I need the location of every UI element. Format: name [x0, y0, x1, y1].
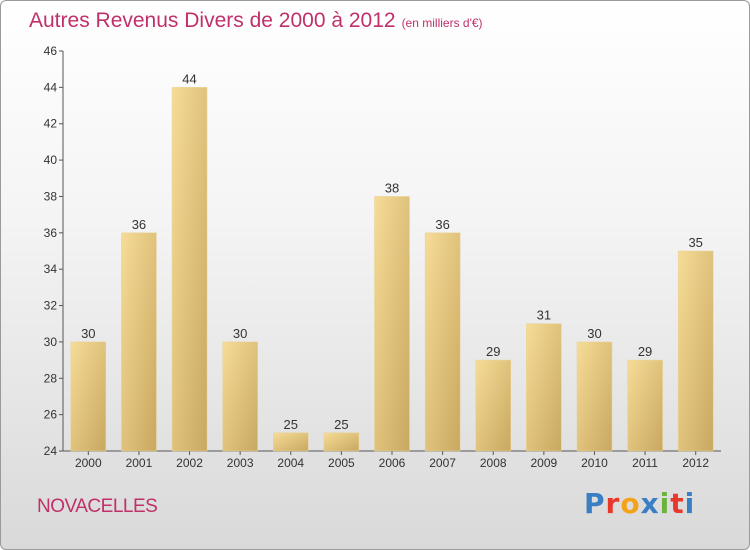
y-tick-label: 42	[44, 117, 58, 131]
bar-2006	[374, 196, 410, 452]
data-label-2011: 29	[638, 344, 652, 359]
y-tick-label: 24	[44, 444, 58, 458]
bar-2005	[323, 432, 360, 452]
x-tick-label-2009: 2009	[530, 456, 557, 470]
y-tick-label: 30	[44, 335, 58, 349]
data-label-2008: 29	[486, 344, 500, 359]
x-tick-label-2012: 2012	[682, 456, 709, 470]
data-label-2010: 30	[587, 326, 601, 341]
bar-2000	[70, 341, 107, 452]
place-name: NOVACELLES	[37, 496, 158, 517]
chart-title: Autres Revenus Divers de 2000 à 2012 (en …	[29, 9, 483, 33]
bar-2008	[475, 359, 511, 452]
y-tick-label: 44	[44, 80, 58, 94]
x-tick-label-2004: 2004	[277, 456, 304, 470]
bar-series: 30 36 44 30 25 25 38 36 29 31 30 29 35	[70, 71, 714, 452]
data-label-2003: 30	[233, 326, 247, 341]
x-tick-label-2001: 2001	[126, 456, 153, 470]
y-tick-label: 36	[44, 226, 58, 240]
bar-2012	[677, 250, 714, 452]
logo-letter: i	[684, 487, 696, 520]
logo-letter: P	[584, 487, 606, 520]
y-tick-label: 40	[44, 153, 58, 167]
bar-2004	[273, 432, 309, 452]
x-tick-label-2007: 2007	[429, 456, 456, 470]
logo-letter: t	[670, 487, 685, 520]
x-tick-label-2006: 2006	[379, 456, 406, 470]
bar-2001	[121, 232, 157, 452]
x-tick-label-2003: 2003	[227, 456, 254, 470]
data-label-2005: 25	[334, 417, 348, 432]
data-label-2001: 36	[132, 217, 146, 232]
x-tick-label-2008: 2008	[480, 456, 507, 470]
logo-letter: r	[605, 487, 621, 520]
logo-letter: i	[659, 487, 671, 520]
data-label-2006: 38	[385, 180, 399, 195]
logo-letter: x	[640, 487, 660, 520]
bar-2002	[171, 87, 208, 452]
y-tick-label: 46	[44, 44, 58, 58]
bar-2009	[526, 323, 562, 452]
title-text: Autres Revenus Divers de 2000 à 2012	[29, 9, 396, 32]
data-label-2007: 36	[435, 217, 449, 232]
y-tick-label: 34	[44, 262, 58, 276]
data-label-2002: 44	[182, 71, 196, 86]
data-label-2009: 31	[537, 308, 551, 323]
x-tick-label-2000: 2000	[75, 456, 102, 470]
y-tick-label: 26	[44, 408, 58, 422]
y-tick-label: 32	[44, 299, 58, 313]
x-tick-label-2010: 2010	[581, 456, 608, 470]
data-label-2000: 30	[81, 326, 95, 341]
y-tick-label: 38	[44, 189, 58, 203]
unit-note: (en milliers d'€)	[401, 16, 483, 30]
x-tick-label-2011: 2011	[632, 456, 658, 470]
bar-2011	[627, 359, 663, 452]
data-label-2004: 25	[284, 417, 298, 432]
bar-2007	[424, 232, 461, 452]
x-tick-label-2002: 2002	[176, 456, 203, 470]
proxiti-logo[interactable]: Proxiti	[584, 487, 695, 520]
bar-2010	[576, 341, 613, 452]
logo-letter: o	[620, 487, 641, 520]
y-tick-label: 28	[44, 371, 58, 385]
x-tick-label-2005: 2005	[328, 456, 355, 470]
data-label-2012: 35	[688, 235, 702, 250]
bar-2003	[222, 341, 258, 452]
